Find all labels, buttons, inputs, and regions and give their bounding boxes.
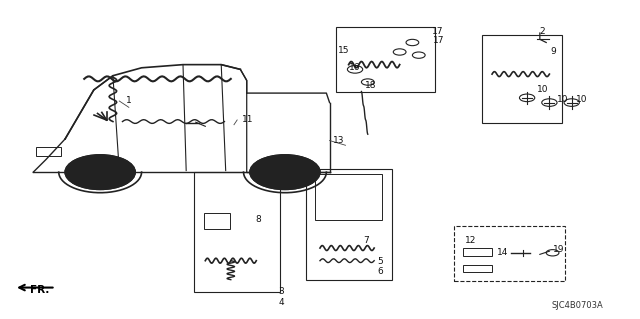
Text: 17: 17: [433, 36, 445, 45]
Bar: [463, 248, 492, 256]
Bar: [463, 265, 492, 272]
Bar: [336, 27, 435, 92]
Text: 11: 11: [243, 115, 253, 124]
Text: 3: 3: [278, 287, 284, 296]
Text: 1: 1: [125, 97, 131, 106]
Bar: [454, 226, 565, 281]
Bar: [194, 172, 280, 292]
Text: 9: 9: [550, 48, 556, 56]
Text: 13: 13: [333, 136, 344, 145]
Text: 4: 4: [278, 298, 284, 307]
Bar: [204, 213, 230, 229]
Text: 8: 8: [255, 215, 260, 224]
Text: 10: 10: [557, 95, 568, 104]
Text: 7: 7: [364, 236, 369, 245]
Text: SJC4B0703A: SJC4B0703A: [552, 301, 604, 310]
Text: 18: 18: [365, 81, 376, 90]
Circle shape: [65, 155, 136, 189]
Circle shape: [250, 155, 320, 189]
Text: 12: 12: [465, 236, 477, 245]
Text: 6: 6: [378, 267, 383, 276]
Bar: [483, 34, 562, 123]
Bar: [315, 174, 382, 219]
Text: 5: 5: [378, 257, 383, 266]
Text: 14: 14: [497, 248, 509, 257]
Text: 16: 16: [349, 63, 360, 72]
Bar: [36, 147, 61, 156]
Text: 2: 2: [540, 27, 545, 36]
Text: 10: 10: [576, 95, 588, 104]
Text: 15: 15: [338, 46, 349, 55]
Text: 10: 10: [537, 85, 548, 94]
Bar: [306, 169, 392, 280]
Text: FR.: FR.: [30, 285, 49, 295]
Text: 17: 17: [431, 27, 443, 36]
Text: 19: 19: [552, 245, 564, 254]
